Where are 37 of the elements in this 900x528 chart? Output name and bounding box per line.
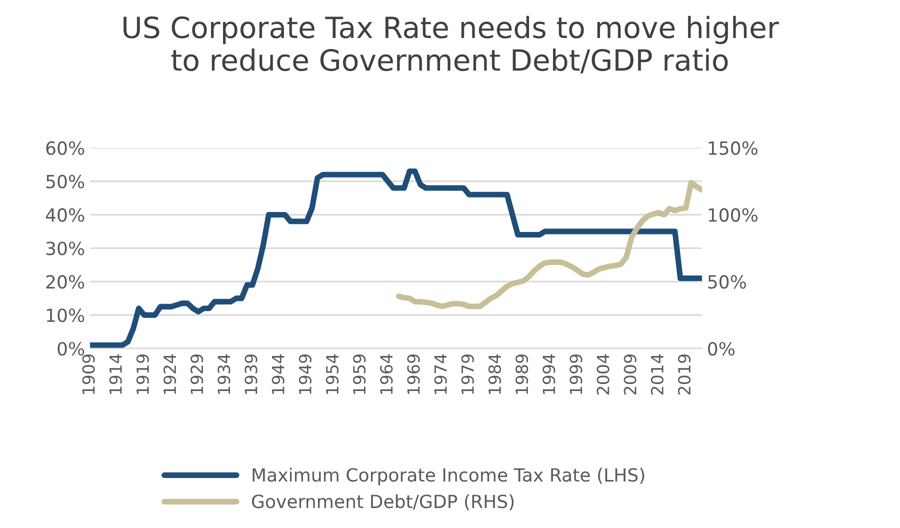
y-tick-label: 40% [46,208,84,222]
y-tick-label: 60% [46,141,84,155]
x-tick-label: 1934 [218,354,230,394]
y2-tick-label: 50% [708,275,746,289]
y-tick-label: 30% [46,242,84,256]
x-tick-label: 2014 [650,354,664,395]
y2-tick-label: 0% [708,342,735,356]
x-tick-label: 2004 [596,354,610,395]
x-tick-label: 1919 [136,354,149,394]
y2-tick-label: 150% [708,141,758,155]
y2-tick-label: 100% [708,208,758,222]
x-tick-label: 1984 [488,354,502,394]
x-tick-label: 1954 [326,354,339,394]
x-tick-label: 2009 [624,354,636,395]
x-tick-label: 1944 [272,354,284,394]
y-tick-label: 50% [46,174,84,188]
legend-label: Government Debt/GDP (RHS) [252,494,514,510]
x-tick-label: 1909 [82,354,95,394]
x-tick-label: 1929 [190,354,204,394]
x-tick-label: 1974 [434,354,447,394]
y-tick-label: 10% [46,308,84,322]
x-tick-label: 1999 [570,354,582,394]
x-tick-label: 1924 [163,354,176,394]
x-tick-label: 1914 [109,354,122,394]
y-tick-label: 0% [58,342,84,356]
x-tick-label: 1949 [298,354,312,394]
chart-title: US Corporate Tax Rate needs to move higher to reduce Government Debt/GDP ratio [124,16,779,74]
x-tick-label: 1964 [380,354,393,394]
x-tick-label: 1989 [516,354,528,394]
x-tick-label: 1969 [407,354,420,394]
y-tick-label: 20% [46,275,84,289]
x-tick-label: 1994 [542,354,556,394]
legend-label: Maximum Corporate Income Tax Rate (LHS) [252,468,644,486]
x-tick-label: 1959 [353,354,366,394]
x-tick-label: 1979 [461,354,474,394]
x-tick-label: 1939 [244,354,258,394]
x-tick-label: 2019 [678,354,691,395]
